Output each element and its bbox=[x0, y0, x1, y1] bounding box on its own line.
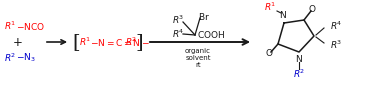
Text: [: [ bbox=[72, 33, 80, 51]
Text: N: N bbox=[296, 54, 302, 64]
Text: O: O bbox=[308, 4, 316, 13]
Text: +: + bbox=[13, 35, 23, 48]
Text: $R^3$: $R^3$ bbox=[172, 14, 184, 26]
Text: ]: ] bbox=[135, 33, 143, 51]
Text: $R^3$: $R^3$ bbox=[330, 39, 342, 51]
Text: $R^1$: $R^1$ bbox=[4, 20, 17, 32]
Text: $R^2$: $R^2$ bbox=[125, 36, 137, 48]
Text: $\mathsf{-N_3}$: $\mathsf{-N_3}$ bbox=[16, 52, 36, 64]
Text: $R^2$: $R^2$ bbox=[4, 52, 16, 64]
Text: $R^1$: $R^1$ bbox=[79, 36, 92, 48]
Text: $R^2$: $R^2$ bbox=[293, 68, 305, 80]
Text: solvent: solvent bbox=[185, 55, 211, 61]
Text: $R^4$: $R^4$ bbox=[330, 20, 343, 32]
Text: O: O bbox=[265, 49, 273, 59]
Text: $\mathsf{-N=C=N-}$: $\mathsf{-N=C=N-}$ bbox=[90, 37, 150, 48]
Text: $R^1$: $R^1$ bbox=[264, 1, 276, 13]
Text: $\mathsf{COOH}$: $\mathsf{COOH}$ bbox=[197, 29, 225, 40]
Text: N: N bbox=[279, 12, 285, 21]
Text: $R^4$: $R^4$ bbox=[172, 28, 185, 40]
Text: rt: rt bbox=[195, 62, 201, 68]
Text: $\mathsf{-NCO}$: $\mathsf{-NCO}$ bbox=[16, 21, 45, 32]
Text: $\mathsf{Br}$: $\mathsf{Br}$ bbox=[198, 10, 210, 21]
Text: organic: organic bbox=[185, 48, 211, 54]
